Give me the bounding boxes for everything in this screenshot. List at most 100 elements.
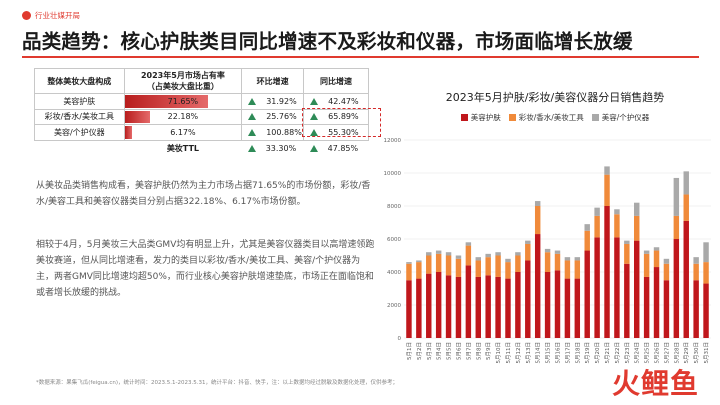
bar-segment <box>673 239 680 338</box>
x-tick-label: 5月6日 <box>455 342 462 360</box>
bar-segment <box>445 252 452 256</box>
bar-segment <box>534 201 541 206</box>
header-share: 2023年5月市场占有率 （占美妆大盘比重） <box>123 68 243 94</box>
brand-label: 行业壮媒开局 <box>35 11 80 20</box>
x-tick-label: 5月19日 <box>584 342 591 364</box>
legend-swatch <box>460 114 468 121</box>
up-arrow-icon <box>247 144 256 152</box>
bar-segment <box>495 255 501 277</box>
bar-segment <box>693 280 699 338</box>
share-bar <box>124 126 132 139</box>
row-mom: 25.76% <box>241 108 305 125</box>
x-tick-label: 5月18日 <box>574 342 581 364</box>
bar-segment <box>445 275 452 338</box>
bar-segment <box>584 224 590 231</box>
x-tick-label: 5月29日 <box>683 342 690 364</box>
bar-segment <box>544 248 551 253</box>
share-value: 22.18% <box>167 112 199 122</box>
bar-segment <box>406 262 412 264</box>
logo: 火鲤鱼 <box>612 367 700 400</box>
legend-item-device: 美容/个护仪器 <box>591 112 649 123</box>
bar-segment <box>604 206 610 338</box>
x-tick-label: 5月8日 <box>475 342 482 360</box>
bar-segment <box>624 243 630 264</box>
bar-segment <box>525 240 531 244</box>
bar-segment <box>544 272 551 338</box>
row-category: 美容护肤 <box>34 93 125 110</box>
bar-segment <box>515 252 521 256</box>
up-arrow-icon <box>248 97 257 105</box>
x-tick-label: 5月1日 <box>406 342 413 360</box>
legend-swatch <box>591 114 599 121</box>
bar-segment <box>683 194 689 221</box>
total-mom-value: 33.30% <box>265 143 297 153</box>
bar-segment <box>406 263 412 281</box>
legend-swatch <box>508 114 516 121</box>
y-tick-label: 6000 <box>387 237 401 243</box>
y-tick-label: 2000 <box>387 303 401 309</box>
bar-segment <box>435 250 442 254</box>
bar-segment <box>643 253 650 277</box>
bar-segment <box>574 278 581 338</box>
bar-segment <box>416 278 422 338</box>
x-tick-label: 5月11日 <box>505 342 512 364</box>
x-tick-label: 5月30日 <box>693 342 700 364</box>
brand-bar: 行业壮媒开局 <box>22 10 80 21</box>
bar-segment <box>416 260 422 263</box>
bar-segment <box>435 253 442 272</box>
row-yoy: 42.47% <box>303 93 369 110</box>
title-divider <box>22 56 699 58</box>
row-share: 71.65% <box>123 93 243 110</box>
bar-segment <box>534 234 541 338</box>
yoy-value: 65.89% <box>328 112 359 122</box>
bar-segment <box>663 280 670 338</box>
mom-value: 100.88% <box>266 127 302 137</box>
page-title: 品类趋势：核心护肤类目同比增速不及彩妆和仪器，市场面临增长放缓 <box>22 30 633 53</box>
x-tick-label: 5月25日 <box>644 342 651 364</box>
bar-segment <box>465 245 472 266</box>
total-yoy-value: 47.85% <box>327 143 359 153</box>
x-tick-label: 5月12日 <box>515 342 522 364</box>
yoy-value: 55.30% <box>328 127 359 137</box>
bar-segment <box>614 209 620 215</box>
legend-label: 美容护肤 <box>470 113 501 122</box>
legend-item-makeup: 彩妆/香水/美妆工具 <box>508 112 584 123</box>
bar-segment <box>564 257 571 261</box>
y-tick-label: 12000 <box>384 138 402 144</box>
bar-segment <box>614 237 620 338</box>
x-tick-label: 5月20日 <box>594 342 601 364</box>
bar-segment <box>574 260 581 279</box>
bar-segment <box>643 276 650 338</box>
bar-segment <box>693 263 699 281</box>
row-mom: 100.88% <box>241 124 305 141</box>
bar-segment <box>515 272 521 338</box>
bar-segment <box>445 255 452 276</box>
share-value: 71.65% <box>167 96 199 106</box>
bar-segment <box>505 258 511 263</box>
row-category: 美容/个护仪器 <box>34 124 125 141</box>
bar-segment <box>465 242 472 246</box>
x-tick-label: 5月31日 <box>703 342 710 364</box>
bar-segment <box>594 215 600 238</box>
bar-segment <box>693 257 699 264</box>
bar-segment <box>455 255 462 259</box>
bar-segment <box>653 267 660 338</box>
bar-segment <box>584 250 590 338</box>
bar-segment <box>505 278 511 338</box>
up-arrow-icon <box>248 113 257 121</box>
x-tick-label: 5月2日 <box>416 342 423 360</box>
share-value: 6.17% <box>170 127 196 137</box>
bar-segment <box>426 252 432 256</box>
x-tick-label: 5月14日 <box>535 342 542 364</box>
up-arrow-icon <box>310 113 319 121</box>
header-share-line2: （占美妆大盘比重） <box>146 82 219 91</box>
bar-segment <box>604 174 610 206</box>
bar-segment <box>416 262 422 279</box>
x-tick-label: 5月3日 <box>426 342 433 360</box>
category-table: 整体美妆大盘构成 2023年5月市场占有率 （占美妆大盘比重） 环比增速 同比增… <box>34 68 369 156</box>
header-share-line1: 2023年5月市场占有率 <box>140 71 225 80</box>
x-tick-label: 5月22日 <box>614 342 621 364</box>
legend-label: 彩妆/香水/美妆工具 <box>518 113 584 122</box>
x-tick-label: 5月24日 <box>634 342 641 364</box>
